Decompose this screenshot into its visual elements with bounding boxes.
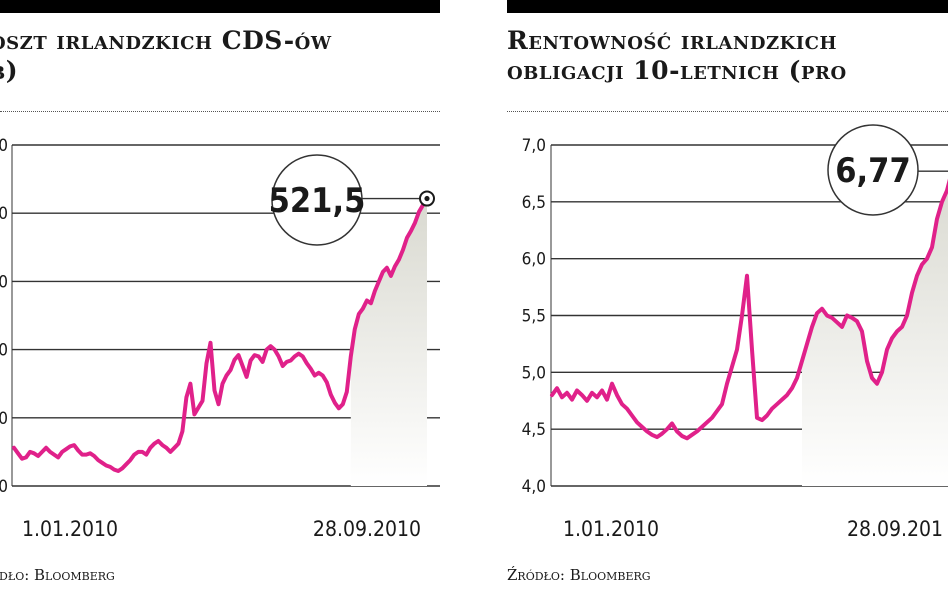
y-tick-label: 0 [0,477,8,497]
title-line-2: b) [0,56,19,85]
x-start-label: 1.01.2010 [563,517,659,541]
title-line-1: Rentowność irlandzkich [507,26,838,55]
chart-panel-cds: oszt irlandzkich CDS-ów b) 0 0 0 0 0 0 521,5 1.… [0,0,440,593]
y-tick-label: 4,5 [522,420,546,440]
chart-panel-yield: Rentowność irlandzkich obligacji 10-letn… [507,0,948,593]
divider [507,111,948,112]
y-tick-label: 6,5 [522,193,546,213]
chart-title: Rentowność irlandzkich obligacji 10-letn… [507,26,847,86]
x-end-label: 28.09.2010 [313,517,421,541]
title-line-1: oszt irlandzkich CDS-ów [0,26,332,55]
divider [0,111,440,112]
series-line [12,196,429,473]
end-marker-dot [424,195,430,202]
y-tick-label: 6,0 [522,250,546,270]
yield-line-chart: 7,0 6,5 6,0 5,5 5,0 4,5 4,0 6,77 1.01.2010 28.09.… [522,124,948,541]
top-bar [507,0,948,13]
title-line-2: obligacji 10-letnich (pro [507,56,847,85]
y-tick-label: 0 [0,136,8,156]
top-bar [0,0,440,13]
chart-title: oszt irlandzkich CDS-ów b) [0,26,332,86]
y-tick-label: 0 [0,409,8,429]
callout-circle [271,154,363,246]
callout-circle [827,124,919,216]
callout-value: 521,5 [269,181,366,221]
y-tick-label: 0 [0,272,8,292]
y-tick-label: 0 [0,341,8,361]
x-start-label: 1.01.2010 [22,517,118,541]
area-shade [802,186,948,486]
y-tick-label: 0 [0,204,8,224]
y-tick-label: 5,0 [522,363,546,383]
y-tick-label: 7,0 [522,136,546,156]
source-note: Źródło: Bloomberg [507,566,651,584]
x-end-label: 28.09.201 [847,517,943,541]
source-note: ódło: Bloomberg [0,566,115,584]
series-line [550,178,948,441]
callout-value: 6,77 [835,151,910,191]
area-shade [350,198,427,486]
cds-line-chart: 0 0 0 0 0 0 521,5 1.01.2010 28.09.2010 [0,136,440,541]
y-tick-label: 4,0 [522,477,546,497]
y-tick-label: 5,5 [522,307,546,327]
